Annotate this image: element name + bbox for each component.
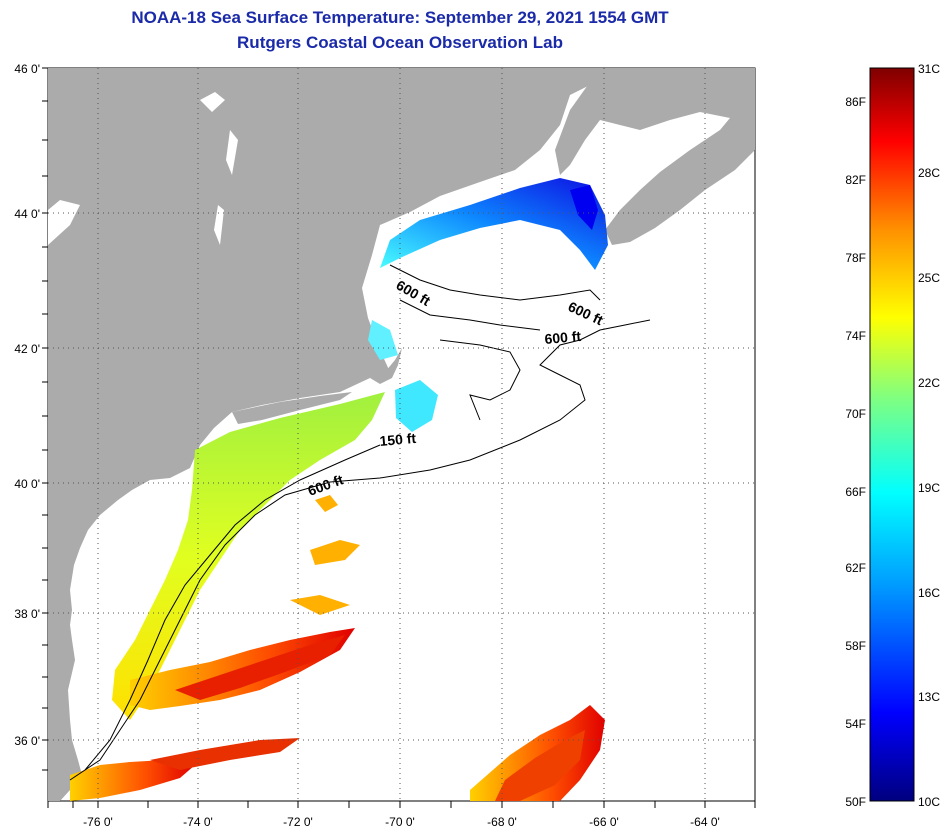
f-label: 74F <box>845 329 866 343</box>
contour-label-4: 150 ft <box>379 430 417 449</box>
lon-label-68: -68 0' <box>487 815 517 829</box>
contour-600ft-shelf <box>69 319 651 781</box>
depth-contours <box>69 264 651 781</box>
colorbar-c-labels: 31C 28C 25C 22C 19C 16C 13C 10C <box>918 62 940 809</box>
lon-label-72: -72 0' <box>283 815 313 829</box>
lon-label-64: -64 0' <box>690 815 720 829</box>
land-masses <box>48 68 755 801</box>
c-label: 31C <box>918 62 940 76</box>
sst-bay-of-fundy <box>570 185 598 230</box>
f-label: 78F <box>845 251 866 265</box>
sst-south-coast <box>70 760 195 801</box>
lakes <box>48 92 238 245</box>
lon-label-66: -66 0' <box>589 815 619 829</box>
f-label: 82F <box>845 173 866 187</box>
sst-georges-patch <box>395 380 438 432</box>
land-us-mainland <box>48 68 600 801</box>
contour-gulf-maine <box>389 264 601 421</box>
c-label: 28C <box>918 166 940 180</box>
sst-offshore-eddy-core <box>495 730 585 801</box>
sst-cape-patch <box>368 320 398 360</box>
c-label: 16C <box>918 586 940 600</box>
sst-offshore-eddy <box>470 705 605 801</box>
lat-label-38: 38 0' <box>14 607 40 621</box>
lat-labels: 46 0' 44 0' 42 0' 40 0' 38 0' 36 0' <box>14 62 40 748</box>
contour-150ft-shelf <box>84 444 381 771</box>
frame-ticks <box>42 67 756 808</box>
lon-label-74: -74 0' <box>183 815 213 829</box>
lon-labels: -76 0' -74 0' -72 0' -70 0' -68 0' -66 0… <box>83 815 720 829</box>
f-label: 54F <box>845 717 866 731</box>
chesapeake-bay <box>92 559 105 701</box>
lon-label-70: -70 0' <box>385 815 415 829</box>
map-title: NOAA-18 Sea Surface Temperature: Septemb… <box>131 8 669 27</box>
land-nova-scotia <box>555 68 755 245</box>
color-bar: 86F 82F 78F 74F 70F 66F 62F 58F 54F 50F … <box>845 62 940 809</box>
colorbar-f-labels: 86F 82F 78F 74F 70F 66F 62F 58F 54F 50F <box>845 95 866 809</box>
colorbar-swatch <box>869 67 915 802</box>
lat-label-40: 40 0' <box>14 477 40 491</box>
c-label: 25C <box>918 271 940 285</box>
f-label: 66F <box>845 485 866 499</box>
f-label: 50F <box>845 795 866 809</box>
contour-label-3: 600 ft <box>544 328 582 347</box>
lat-label-44: 44 0' <box>14 207 40 221</box>
lat-label-42: 42 0' <box>14 342 40 356</box>
land-long-island <box>232 392 352 424</box>
sst-gulf-stream-core <box>175 635 345 700</box>
delaware-bay <box>118 518 142 561</box>
map-subtitle: Rutgers Coastal Ocean Observation Lab <box>237 33 563 52</box>
f-label: 62F <box>845 561 866 575</box>
c-label: 10C <box>918 795 940 809</box>
land-cape-cod <box>370 348 402 384</box>
lat-lon-grid <box>48 68 755 801</box>
lon-label-76: -76 0' <box>83 815 113 829</box>
f-label: 58F <box>845 639 866 653</box>
sst-data <box>70 178 608 801</box>
f-label: 86F <box>845 95 866 109</box>
sst-gulf-of-maine <box>380 178 608 270</box>
lat-label-46: 46 0' <box>14 62 40 76</box>
lat-label-36: 36 0' <box>14 734 40 748</box>
sst-south-patch <box>150 738 300 770</box>
c-label: 13C <box>918 690 940 704</box>
sst-patch-1 <box>290 495 360 615</box>
c-label: 22C <box>918 376 940 390</box>
f-label: 70F <box>845 407 866 421</box>
c-label: 19C <box>918 481 940 495</box>
